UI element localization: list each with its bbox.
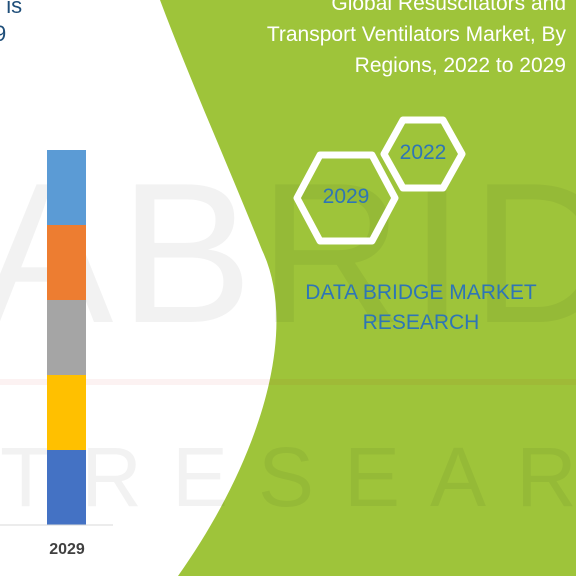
left-text-line: t is: [0, 0, 23, 18]
green-panel: [160, 0, 576, 576]
bar-segment-4: [47, 225, 86, 300]
hex-label-2029: 2029: [322, 185, 370, 208]
bar-segment-3: [47, 300, 86, 375]
bar-segment-5: [47, 150, 86, 225]
left-text-line: 9: [0, 21, 7, 46]
hexagon-2022: [380, 116, 466, 192]
left-text: t is 9: [0, 0, 54, 48]
brand-line: DATA BRIDGE MARKET: [305, 281, 537, 304]
title-line: Global Resuscitators and: [331, 0, 566, 15]
bar-segment-1: [47, 450, 86, 525]
hexagon-2029: [293, 151, 399, 245]
chart-title: Global Resuscitators and Transport Venti…: [186, 0, 566, 81]
title-line: Regions, 2022 to 2029: [354, 54, 566, 77]
hex-label-2022: 2022: [399, 141, 447, 164]
bar-segment-2: [47, 375, 86, 450]
title-line: Transport Ventilators Market, By: [266, 23, 566, 46]
stacked-bar-chart: [47, 150, 86, 525]
brand-name: DATA BRIDGE MARKET RESEARCH: [286, 278, 556, 338]
x-tick-label: 2029: [49, 541, 85, 558]
brand-line: RESEARCH: [362, 311, 480, 334]
